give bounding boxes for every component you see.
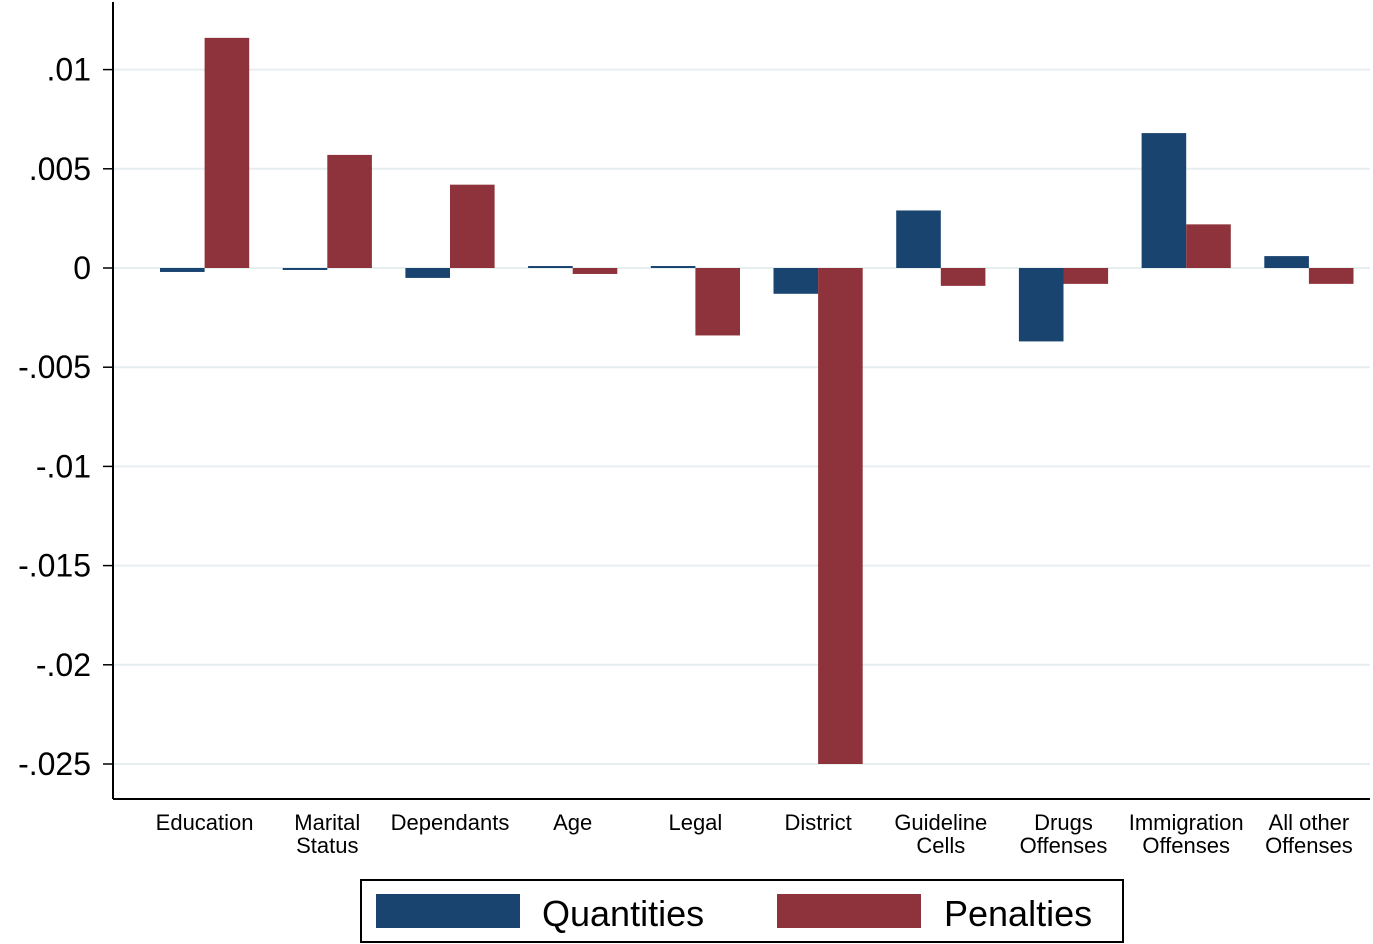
x-category-label-line: Cells <box>916 833 965 858</box>
bar-penalties-0 <box>204 37 250 268</box>
x-category-label: Education <box>156 810 254 835</box>
bar-penalties-6 <box>940 268 986 286</box>
bar-quantities-1 <box>282 268 328 270</box>
y-tick-label: -.02 <box>36 647 91 683</box>
bar-quantities-3 <box>528 266 573 268</box>
x-category-label-line: All other <box>1269 810 1350 835</box>
y-tick-label: -.025 <box>18 746 91 782</box>
x-category-label-line: Drugs <box>1034 810 1093 835</box>
bar-penalties-9 <box>1308 268 1354 284</box>
x-category-label-line: Offenses <box>1020 833 1108 858</box>
y-tick-label: -.01 <box>36 448 91 484</box>
x-axis-labels: Education Marital Status Dependants Age Legal… <box>156 810 1353 858</box>
bar-quantities-2 <box>405 268 450 278</box>
bar-penalties-4 <box>695 268 740 336</box>
legend-swatch-penalties <box>777 894 921 928</box>
bar-quantities-7 <box>1018 268 1064 342</box>
x-category-label: All other Offenses <box>1265 810 1353 858</box>
x-category-label: Guideline Cells <box>894 810 987 858</box>
bar-penalties-1 <box>327 154 372 268</box>
bar-penalties-8 <box>1186 224 1231 268</box>
bar-quantities-8 <box>1141 133 1187 268</box>
bar-quantities-9 <box>1264 256 1309 268</box>
legend: Quantities Penalties <box>360 879 1124 943</box>
y-axis-ticks: .01 .005 0 -.005 -.01 -.015 -.02 -.025 <box>18 52 113 782</box>
x-category-label: Marital Status <box>294 810 360 858</box>
bar-penalties-7 <box>1063 268 1109 284</box>
x-category-label: District <box>784 810 851 835</box>
bar-penalties-3 <box>572 268 618 274</box>
y-tick-label: .01 <box>47 52 91 88</box>
bars <box>160 37 1354 764</box>
x-category-label-line: Offenses <box>1142 833 1230 858</box>
x-category-label-line: Offenses <box>1265 833 1353 858</box>
x-category-label-line: Status <box>296 833 358 858</box>
legend-label-quantities: Quantities <box>542 893 704 934</box>
bar-quantities-4 <box>650 266 696 268</box>
x-category-label: Legal <box>668 810 722 835</box>
x-category-label: Drugs Offenses <box>1020 810 1108 858</box>
x-category-label: Immigration Offenses <box>1129 810 1244 858</box>
y-tick-label: -.005 <box>18 349 91 385</box>
legend-box <box>360 879 1124 943</box>
x-category-label-line: Age <box>553 810 592 835</box>
axes <box>112 2 1370 800</box>
bar-penalties-2 <box>450 184 495 268</box>
x-category-label-line: Immigration <box>1129 810 1244 835</box>
y-tick-label: -.015 <box>18 548 91 584</box>
bar-quantities-5 <box>773 268 819 294</box>
x-category-label: Dependants <box>391 810 510 835</box>
x-category-label-line: Legal <box>668 810 722 835</box>
bar-penalties-5 <box>818 268 863 764</box>
x-category-label: Age <box>553 810 592 835</box>
x-category-label-line: Education <box>156 810 254 835</box>
bar-quantities-0 <box>160 268 205 272</box>
bar-quantities-6 <box>896 210 941 268</box>
legend-swatch-quantities <box>376 894 520 928</box>
x-category-label-line: Dependants <box>391 810 510 835</box>
x-category-label-line: Marital <box>294 810 360 835</box>
legend-label-penalties: Penalties <box>944 893 1092 934</box>
x-category-label-line: District <box>784 810 851 835</box>
y-tick-label: 0 <box>73 250 91 286</box>
x-category-label-line: Guideline <box>894 810 987 835</box>
y-tick-label: .005 <box>29 151 91 187</box>
